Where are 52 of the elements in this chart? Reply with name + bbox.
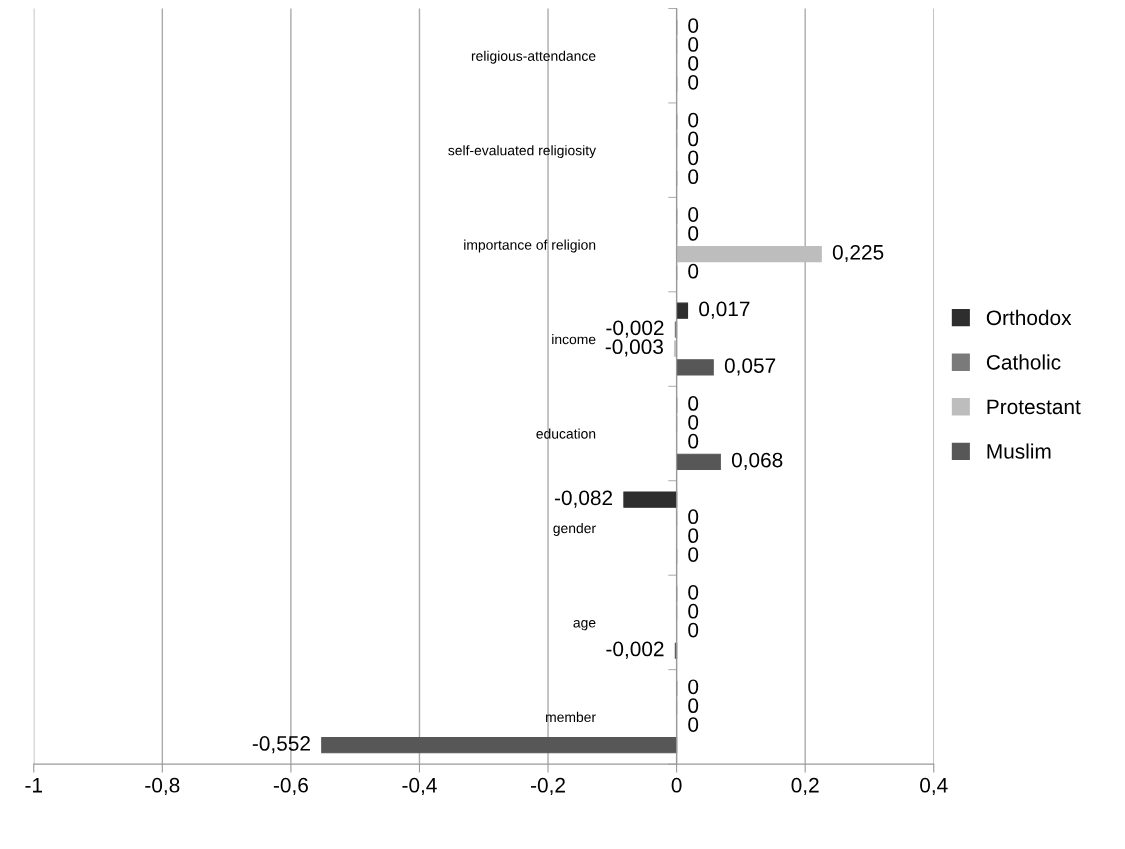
x-tick-label: -1 xyxy=(25,778,42,793)
legend-label: Muslim xyxy=(987,443,1051,459)
data-label: 0 xyxy=(688,717,699,732)
data-label: 0,057 xyxy=(724,358,776,376)
data-label: 0 xyxy=(688,131,699,147)
data-label: 0 xyxy=(688,56,699,71)
x-tick-label: 0,2 xyxy=(791,777,819,796)
data-label: 0,017 xyxy=(699,301,750,319)
data-label: 0,068 xyxy=(731,452,783,470)
data-label: 0 xyxy=(688,263,699,279)
y-tick-label: education xyxy=(536,428,596,439)
x-tick-label: 0,4 xyxy=(920,777,948,796)
legend-label: Protestant xyxy=(987,399,1081,415)
y-tick-label: importance of religion xyxy=(464,239,596,253)
x-tick-label: -0,6 xyxy=(273,777,308,796)
data-label: 0 xyxy=(688,698,699,714)
y-tick-label: member xyxy=(546,711,596,723)
y-tick-label: religious-attendance xyxy=(471,50,596,64)
data-label: 0 xyxy=(688,528,699,544)
x-tick-label: -0,4 xyxy=(402,777,437,796)
data-label: 0,225 xyxy=(832,244,884,263)
legend-label: Catholic xyxy=(986,354,1061,370)
y-tick-label: gender xyxy=(553,522,596,536)
data-label: 0 xyxy=(688,547,699,562)
x-tick-label: -0,2 xyxy=(531,777,565,796)
data-label: 0 xyxy=(688,112,699,128)
data-label: 0 xyxy=(688,207,699,222)
data-label: 0 xyxy=(688,37,699,52)
data-label: -0,002 xyxy=(606,320,664,338)
data-label: 0 xyxy=(688,433,699,449)
data-label: 0 xyxy=(688,18,699,33)
x-tick-label: -0,8 xyxy=(145,777,180,796)
data-label: -0,082 xyxy=(554,490,613,508)
data-label: 0 xyxy=(688,169,699,185)
data-label: 0 xyxy=(688,226,699,241)
legend-label: Orthodox xyxy=(986,309,1072,326)
data-label: -0,002 xyxy=(606,641,664,659)
data-label: 0 xyxy=(688,584,699,600)
data-label: 0 xyxy=(688,74,699,90)
y-tick-label: age xyxy=(573,619,596,631)
data-label: 0 xyxy=(688,679,699,695)
data-label: 0 xyxy=(688,414,699,430)
x-tick-label: 0 xyxy=(671,777,682,793)
data-label: 0 xyxy=(688,396,699,411)
data-label: -0,003 xyxy=(605,339,663,357)
data-label: 0 xyxy=(688,622,699,638)
data-label: 0 xyxy=(688,150,699,166)
y-tick-label: income xyxy=(552,334,596,345)
data-label: 0 xyxy=(688,603,699,619)
data-label: -0,552 xyxy=(252,736,310,754)
data-label: 0 xyxy=(688,509,699,525)
y-tick-label: self-evaluated religiosity xyxy=(448,145,597,159)
